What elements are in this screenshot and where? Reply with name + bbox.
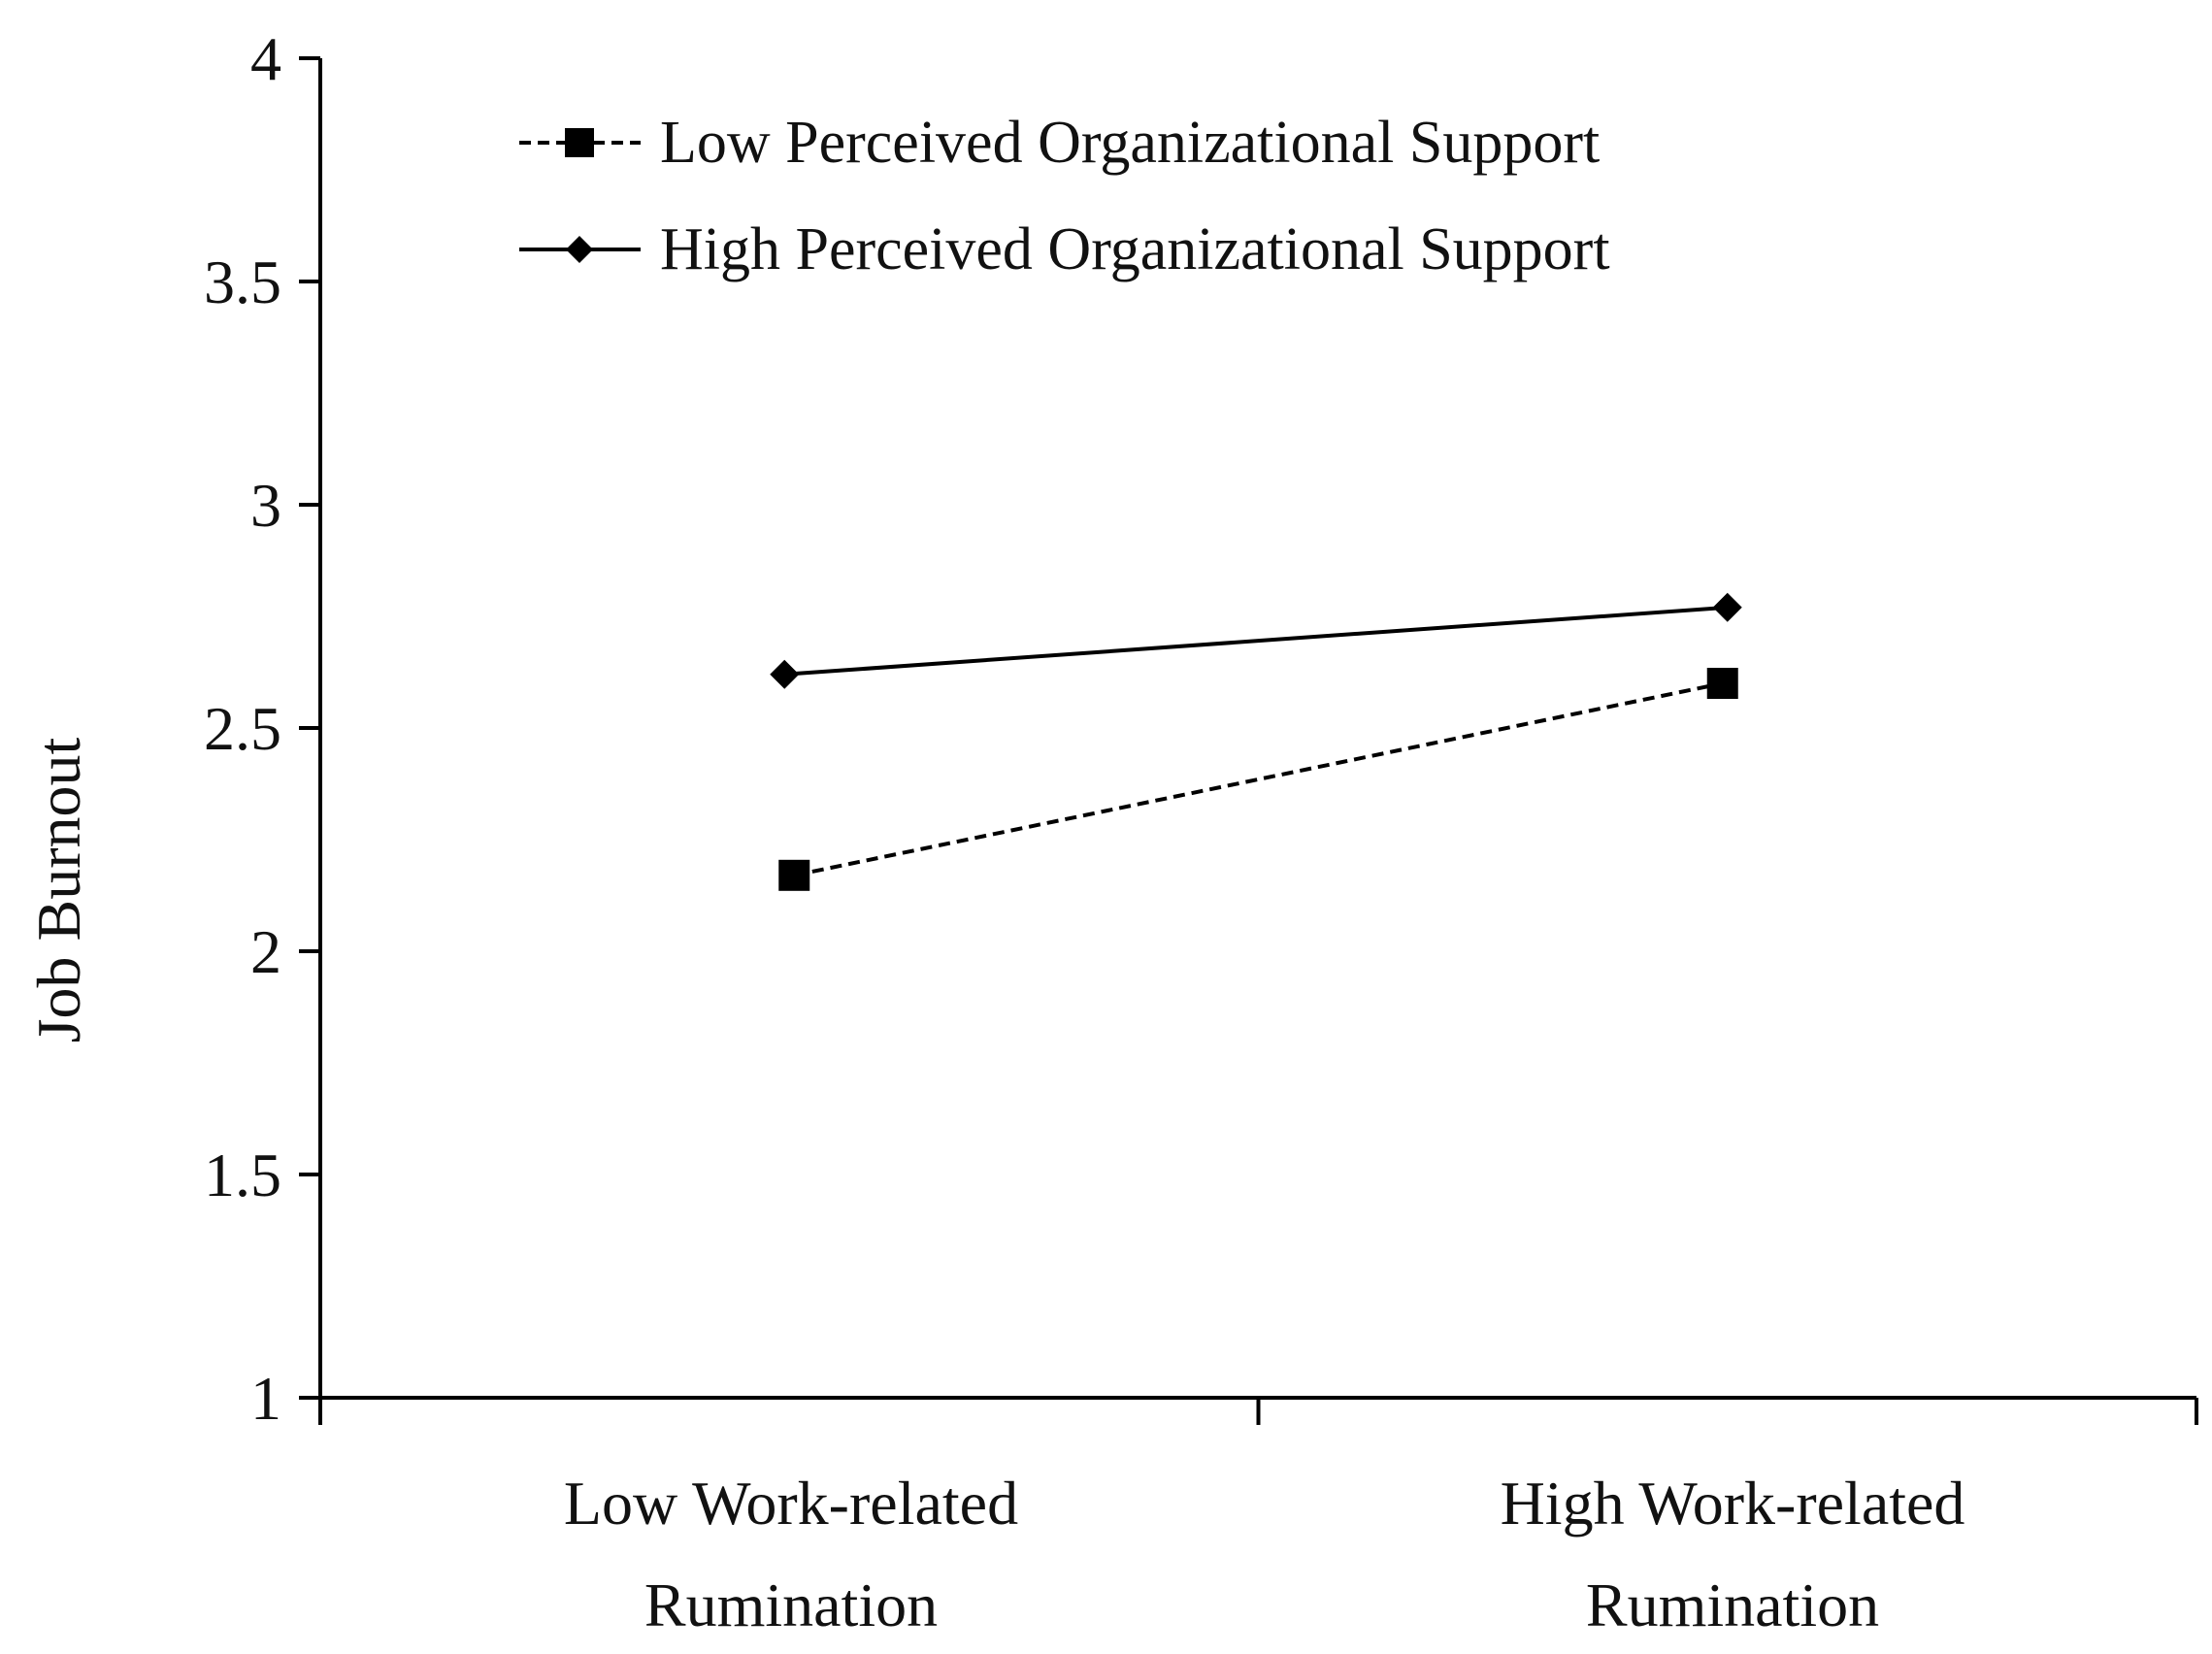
y-tick-label: 1 (250, 1364, 281, 1433)
legend-item: High Perceived Organizational Support (519, 216, 1610, 282)
y-axis-title: Job Burnout (24, 737, 93, 1042)
y-tick-label: 2.5 (204, 694, 281, 763)
x-category-label: High Work-related (1501, 1469, 1965, 1538)
square-marker (565, 128, 594, 157)
square-marker (1706, 668, 1738, 699)
y-tick-label: 3.5 (204, 248, 281, 316)
series-line (793, 681, 1724, 877)
series-1 (778, 668, 1738, 891)
series-2 (770, 592, 1742, 689)
y-axis-ticks: 1 1.5 2 2.5 3 3.5 4 (204, 24, 320, 1433)
legend-label: High Perceived Organizational Support (660, 216, 1610, 282)
x-axis-categories: Low Work-related Rumination High Work-rela… (564, 1469, 1965, 1639)
legend-label: Low Perceived Organizational Support (660, 110, 1600, 176)
diamond-marker (770, 659, 800, 689)
x-category-label: Rumination (644, 1571, 938, 1639)
y-tick-label: 4 (250, 24, 281, 93)
x-category-label: Rumination (1586, 1571, 1879, 1639)
data-series (770, 592, 1742, 891)
y-tick-label: 1.5 (204, 1141, 281, 1209)
series-line (784, 605, 1728, 677)
diamond-marker (566, 236, 593, 263)
diamond-marker (1712, 592, 1742, 622)
square-marker (778, 859, 810, 891)
y-tick-label: 3 (250, 471, 281, 540)
y-tick-label: 2 (250, 917, 281, 986)
legend: Low Perceived Organizational Support High… (519, 110, 1610, 282)
x-category-label: Low Work-related (564, 1469, 1018, 1538)
legend-item: Low Perceived Organizational Support (519, 110, 1600, 176)
